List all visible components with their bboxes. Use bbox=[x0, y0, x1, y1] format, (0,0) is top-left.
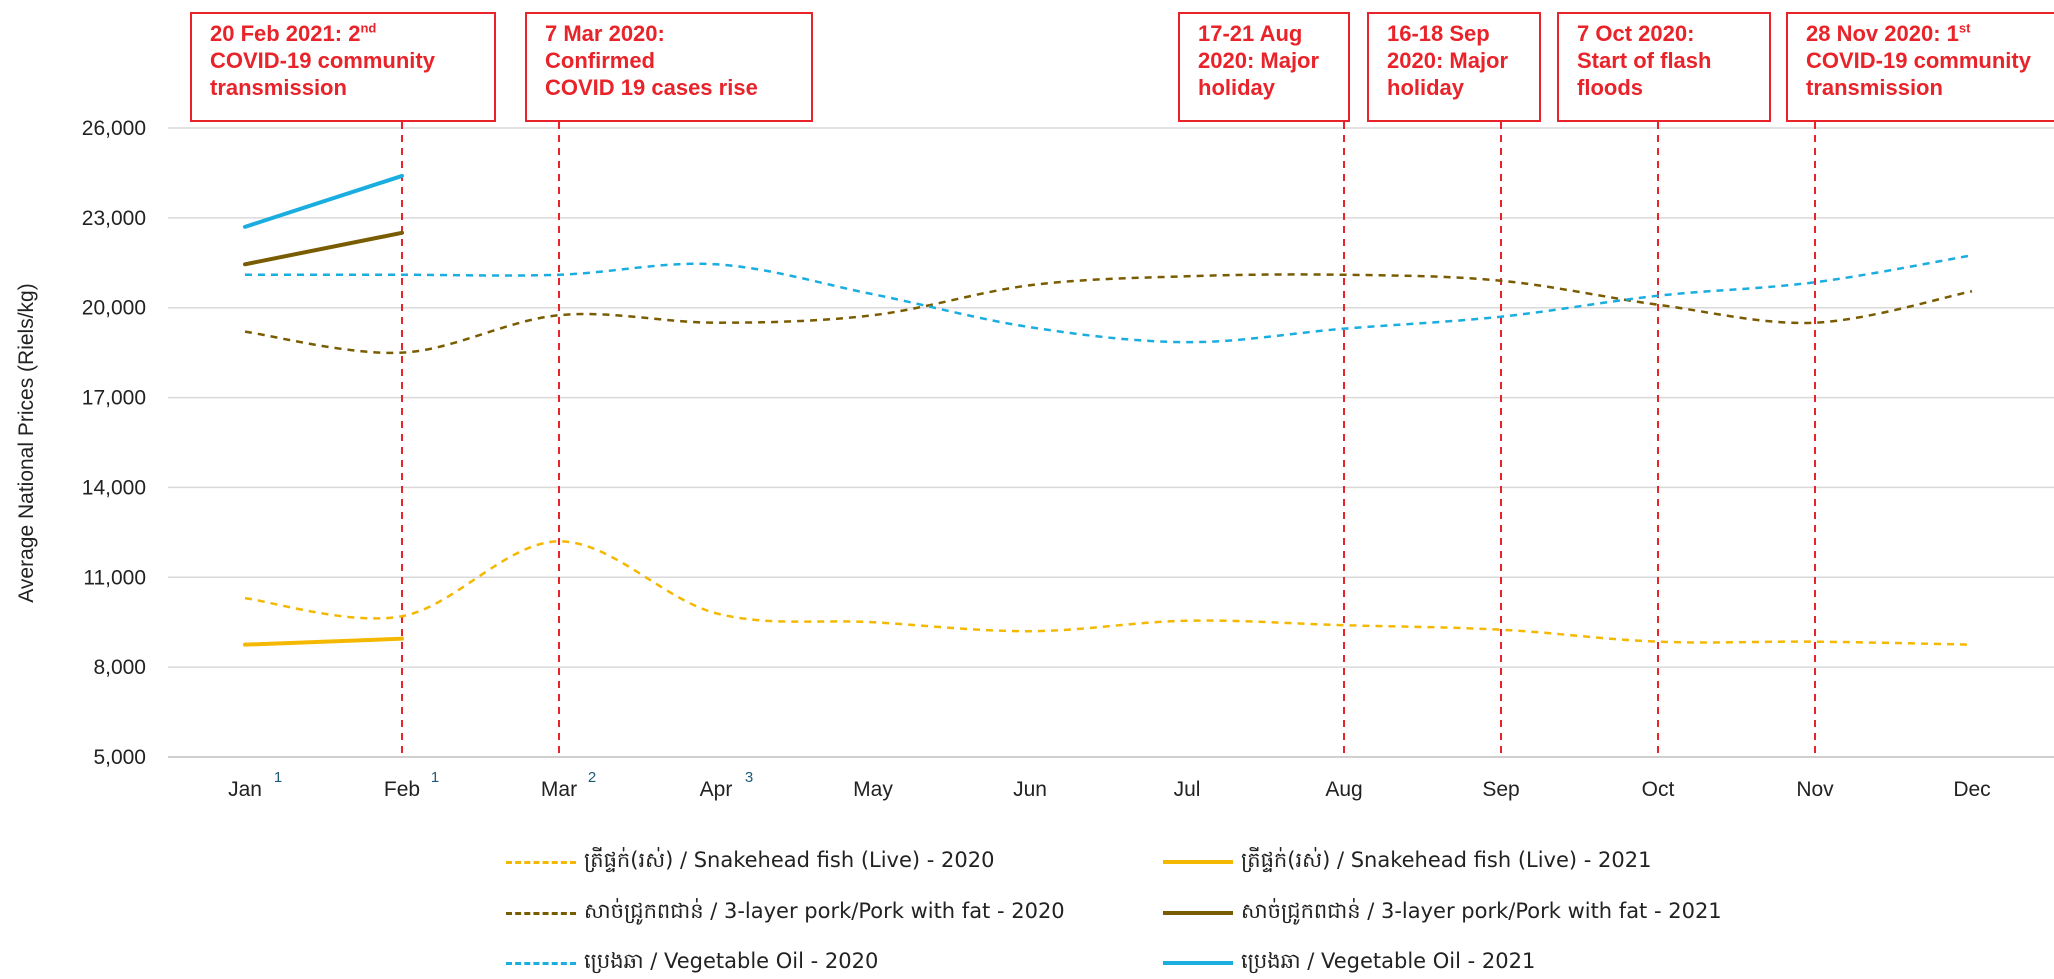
annotation-covid-feb-2021: 20 Feb 2021: 2nd COVID-19 community tran… bbox=[190, 12, 496, 122]
x-tick-footnote: 1 bbox=[431, 769, 439, 786]
annotation-text: floods bbox=[1577, 75, 1643, 100]
annotation-text: 16-18 Sep bbox=[1387, 21, 1490, 46]
legend-snakehead-2021: ត្រីផ្ទក់(រស់) / Snakehead fish (Live) -… bbox=[1163, 848, 1651, 876]
y-tick-label: 26,000 bbox=[82, 117, 146, 140]
x-tick-footnote: 3 bbox=[745, 769, 753, 786]
y-tick-label: 20,000 bbox=[82, 297, 146, 320]
event-lines bbox=[401, 122, 1816, 757]
x-tick-label: Oct bbox=[1642, 778, 1675, 801]
x-tick-label: Feb bbox=[384, 778, 420, 801]
annotation-covid-mar-2020: 7 Mar 2020: Confirmed COVID 19 cases ris… bbox=[525, 12, 813, 122]
annotation-text: Confirmed bbox=[545, 48, 655, 73]
series-line-3 bbox=[243, 230, 404, 267]
y-tick-label: 23,000 bbox=[82, 207, 146, 230]
x-tick-label: May bbox=[853, 778, 893, 801]
legend-pork-2020: សាច់ជ្រូកពជាន់ / 3-layer pork/Pork with … bbox=[506, 899, 1065, 927]
legend-label: ត្រីផ្ទក់(រស់) / Snakehead fish (Live) -… bbox=[1241, 847, 1652, 872]
y-axis-label: Average National Prices (Riels/kg) bbox=[15, 283, 38, 602]
legend-label: ប្រេងឆា / Vegetable Oil - 2021 bbox=[1241, 948, 1536, 973]
x-tick-label: Aug bbox=[1325, 778, 1362, 801]
annotation-covid-nov-2020: 28 Nov 2020: 1st COVID-19 community tran… bbox=[1786, 12, 2054, 122]
annotation-text: 7 Mar 2020: bbox=[545, 21, 665, 46]
series-line-0 bbox=[244, 540, 1973, 646]
y-tick-label: 5,000 bbox=[93, 746, 146, 769]
x-tick-label: Jul bbox=[1174, 778, 1201, 801]
series-line-5 bbox=[243, 173, 404, 229]
y-axis-ticks: 5,000 8,000 11,000 14,000 17,000 20,000 23,000… bbox=[82, 117, 146, 769]
legend-label: ត្រីផ្ទក់(រស់) / Snakehead fish (Live) -… bbox=[584, 847, 995, 872]
y-tick-label: 8,000 bbox=[93, 656, 146, 679]
annotation-oct-floods: 7 Oct 2020: Start of flash floods bbox=[1557, 12, 1771, 122]
x-tick-footnote: 2 bbox=[588, 769, 596, 786]
x-tick-label: Mar bbox=[541, 778, 577, 801]
annotation-text: COVID 19 cases rise bbox=[545, 75, 758, 100]
x-tick-label: Jun bbox=[1013, 778, 1047, 801]
legend-oil-2020: ប្រេងឆា / Vegetable Oil - 2020 bbox=[506, 949, 878, 977]
y-tick-label: 17,000 bbox=[82, 387, 146, 410]
annotation-text: 7 Oct 2020: bbox=[1577, 21, 1695, 46]
annotation-text: transmission bbox=[1806, 75, 1943, 100]
annotation-text: 17-21 Aug bbox=[1198, 21, 1303, 46]
y-tick-label: 14,000 bbox=[82, 476, 146, 499]
legend-label: សាច់ជ្រូកពជាន់ / 3-layer pork/Pork with … bbox=[1241, 898, 1722, 923]
x-tick-label: Dec bbox=[1953, 778, 1990, 801]
x-tick-label: Nov bbox=[1796, 778, 1834, 801]
x-axis-ticks: Jan 1 Feb 1 Mar 2 Apr 3 May Jun Jul Aug Sep Oct Nov Dec bbox=[228, 769, 1991, 801]
legend-swatch bbox=[506, 911, 576, 915]
annotation-text: 28 Nov 2020: 1 bbox=[1806, 21, 1959, 46]
x-tick-footnote: 1 bbox=[274, 769, 282, 786]
legend-swatch bbox=[1163, 961, 1233, 965]
series-line-4 bbox=[245, 254, 1973, 344]
series-line-2 bbox=[244, 273, 1973, 355]
x-tick-label: Jan bbox=[228, 778, 262, 801]
y-tick-label: 11,000 bbox=[83, 566, 146, 589]
annotation-sup: nd bbox=[360, 20, 377, 36]
annotation-text: holiday bbox=[1387, 75, 1465, 100]
legend-pork-2021: សាច់ជ្រូកពជាន់ / 3-layer pork/Pork with … bbox=[1163, 899, 1722, 927]
series-line-1 bbox=[243, 636, 404, 647]
annotation-text: holiday bbox=[1198, 75, 1276, 100]
legend-swatch bbox=[1163, 911, 1233, 915]
annotation-text: transmission bbox=[210, 75, 347, 100]
annotation-text: 2020: Major bbox=[1387, 48, 1509, 73]
annotation-text: 20 Feb 2021: 2 bbox=[210, 21, 361, 46]
annotation-text: COVID-19 community bbox=[210, 48, 435, 73]
annotation-text: Start of flash bbox=[1577, 48, 1712, 73]
series-lines bbox=[243, 173, 1973, 647]
legend-swatch bbox=[506, 961, 576, 965]
annotation-text: 2020: Major bbox=[1198, 48, 1320, 73]
annotation-text: COVID-19 community bbox=[1806, 48, 2031, 73]
legend-swatch bbox=[506, 860, 576, 864]
legend-snakehead-2020: ត្រីផ្ទក់(រស់) / Snakehead fish (Live) -… bbox=[506, 848, 994, 876]
annotation-aug-holiday: 17-21 Aug 2020: Major holiday bbox=[1178, 12, 1350, 122]
x-tick-label: Apr bbox=[700, 778, 733, 801]
legend-label: ប្រេងឆា / Vegetable Oil - 2020 bbox=[584, 948, 879, 973]
legend-oil-2021: ប្រេងឆា / Vegetable Oil - 2021 bbox=[1163, 949, 1535, 977]
annotation-sep-holiday: 16-18 Sep 2020: Major holiday bbox=[1367, 12, 1541, 122]
legend-label: សាច់ជ្រូកពជាន់ / 3-layer pork/Pork with … bbox=[584, 898, 1065, 923]
x-tick-label: Sep bbox=[1482, 778, 1519, 801]
annotation-sup: st bbox=[1958, 20, 1971, 36]
legend-swatch bbox=[1163, 860, 1233, 864]
gridlines bbox=[168, 127, 2054, 758]
